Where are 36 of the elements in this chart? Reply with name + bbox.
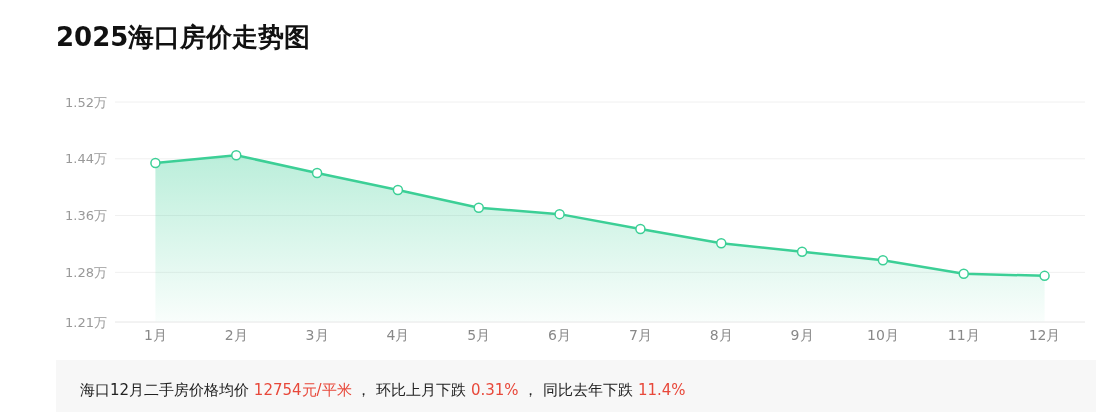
x-tick-label: 5月	[467, 326, 491, 343]
x-tick-label: 10月	[867, 326, 899, 343]
text: 11.4%	[637, 381, 686, 399]
text: 12754元/平米	[253, 381, 352, 399]
text: 0.31%	[470, 381, 519, 399]
point	[716, 237, 727, 249]
x-tick-label: 1月	[143, 326, 167, 343]
chart-title: 2025海口房价走势图	[56, 21, 311, 54]
y-tick-label: 1.36万	[65, 208, 107, 224]
y-tick-label: 1.21万	[65, 314, 107, 330]
point	[554, 208, 565, 220]
y-tick-label: 1.28万	[65, 264, 107, 280]
x-tick-label: 6月	[548, 326, 572, 343]
point	[311, 167, 323, 179]
y-tick-label: 1.52万	[65, 94, 107, 110]
x-tick-label: 7月	[628, 326, 652, 343]
point	[877, 255, 889, 266]
x-tick-label: 3月	[305, 326, 329, 343]
point	[150, 157, 161, 169]
text: 海口12月二手房价格均价	[80, 381, 251, 399]
point	[1039, 270, 1050, 282]
text: ， 同比去年下跌	[522, 381, 635, 399]
x-tick-label: 8月	[709, 326, 733, 343]
point	[473, 202, 484, 213]
point	[392, 184, 404, 196]
x-tick-label: 12月	[1028, 326, 1061, 343]
text: ， 环比上月下跌	[355, 381, 468, 399]
x-tick-label: 2月	[224, 326, 248, 343]
point	[796, 246, 808, 257]
point	[958, 268, 969, 279]
point	[635, 223, 646, 235]
x-tick-label: 11月	[947, 326, 980, 343]
y-tick-label: 1.44万	[65, 151, 107, 167]
point	[231, 149, 242, 161]
x-tick-label: 9月	[790, 326, 814, 343]
x-tick-label: 4月	[386, 326, 410, 343]
